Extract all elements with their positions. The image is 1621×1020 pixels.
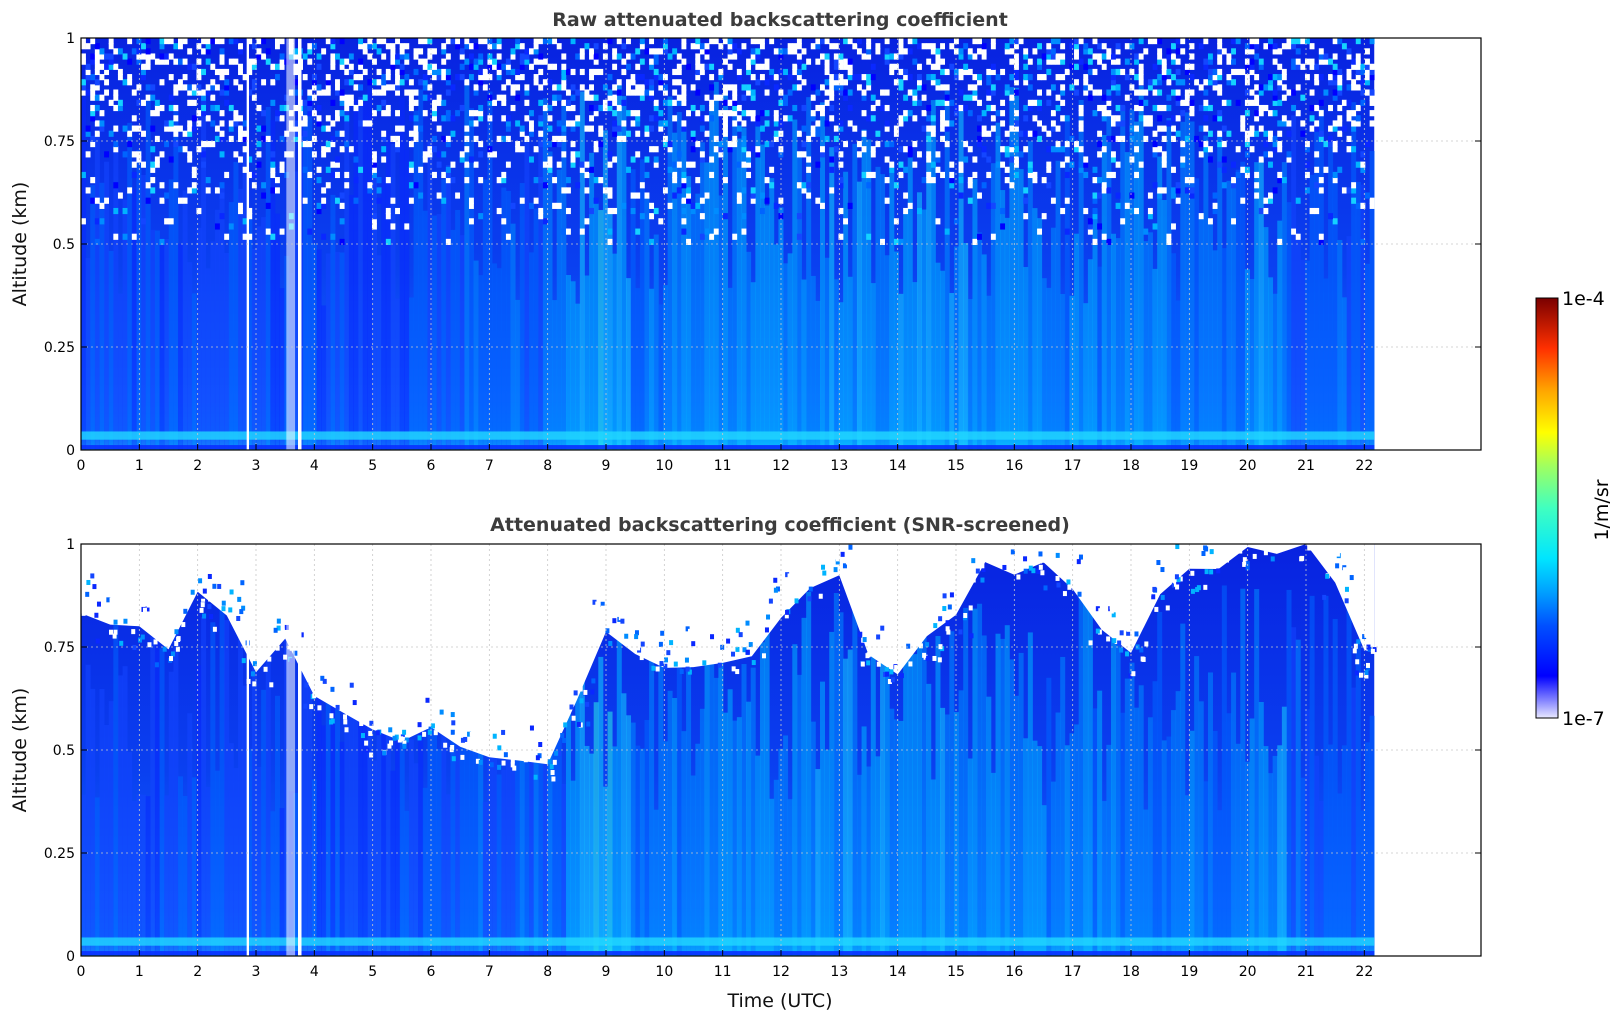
- x-tick-label: 22: [1355, 458, 1373, 474]
- x-tick-label: 17: [1064, 458, 1082, 474]
- x-tick-label: 14: [889, 458, 907, 474]
- panel-screened-x-ticks: 0 1 2 3 4 5 6 7 8 9 10 11 12 13 14 15 16 17 18 19 20 21 22: [77, 950, 1373, 980]
- x-tick-label: 9: [602, 964, 611, 980]
- y-tick-label: 0.75: [44, 134, 75, 150]
- x-tick-label: 10: [655, 458, 673, 474]
- x-tick-label: 7: [485, 964, 494, 980]
- x-axis-title: Time (UTC): [726, 990, 832, 1012]
- x-tick-label: 1: [135, 458, 144, 474]
- x-tick-label: 18: [1122, 458, 1140, 474]
- x-tick-label: 22: [1355, 964, 1373, 980]
- x-tick-label: 12: [772, 964, 790, 980]
- x-tick-label: 13: [830, 964, 848, 980]
- x-tick-label: 19: [1180, 964, 1198, 980]
- x-tick-label: 17: [1064, 964, 1082, 980]
- panel-raw-y-axis-title: Altitude (km): [9, 182, 31, 307]
- x-tick-label: 0: [77, 458, 86, 474]
- x-tick-label: 4: [310, 964, 319, 980]
- x-tick-label: 10: [655, 964, 673, 980]
- x-tick-label: 8: [543, 458, 552, 474]
- panel-screened-title: Attenuated backscattering coefficient (S…: [490, 514, 1070, 536]
- x-tick-label: 19: [1180, 458, 1198, 474]
- y-tick-label: 0.25: [44, 846, 75, 862]
- panel-screened-plot-area: [81, 544, 1377, 956]
- x-tick-label: 3: [252, 458, 261, 474]
- panel-raw: Raw attenuated backscattering coefficien…: [9, 9, 1482, 474]
- x-tick-label: 4: [310, 458, 319, 474]
- x-tick-label: 21: [1297, 458, 1315, 474]
- y-tick-label: 0.5: [53, 237, 75, 253]
- x-tick-label: 6: [427, 458, 436, 474]
- x-tick-label: 11: [714, 964, 732, 980]
- x-tick-label: 20: [1239, 458, 1257, 474]
- x-tick-label: 15: [947, 964, 965, 980]
- x-tick-label: 14: [889, 964, 907, 980]
- panel-screened-y-axis-title: Altitude (km): [9, 688, 31, 813]
- colorbar: 1e-4 1e-7 1/m/sr: [1535, 288, 1613, 730]
- colorbar-min-label: 1e-7: [1562, 708, 1605, 730]
- x-tick-label: 18: [1122, 964, 1140, 980]
- y-tick-label: 1: [66, 537, 75, 553]
- x-tick-label: 11: [714, 458, 732, 474]
- x-tick-label: 0: [77, 964, 86, 980]
- x-tick-label: 7: [485, 458, 494, 474]
- x-tick-label: 16: [1005, 458, 1023, 474]
- x-tick-label: 2: [193, 458, 202, 474]
- colorbar-gradient: [1535, 297, 1559, 719]
- x-tick-label: 1: [135, 964, 144, 980]
- x-tick-label: 12: [772, 458, 790, 474]
- x-tick-label: 5: [368, 964, 377, 980]
- colorbar-unit-label: 1/m/sr: [1591, 479, 1613, 540]
- x-tick-label: 8: [543, 964, 552, 980]
- panel-raw-y-ticks: 0 0.25 0.5 0.75 1: [44, 31, 1481, 459]
- x-tick-label: 21: [1297, 964, 1315, 980]
- x-tick-label: 20: [1239, 964, 1257, 980]
- panel-raw-x-ticks: 0 1 2 3 4 5 6 7 8 9 10 11 12 13 14 15 16 17 18 19 20 21 22: [77, 444, 1373, 474]
- x-tick-label: 13: [830, 458, 848, 474]
- panel-raw-plot-area: [81, 38, 1375, 451]
- panel-screened-y-ticks: 0 0.25 0.5 0.75 1: [44, 537, 1481, 965]
- x-tick-label: 5: [368, 458, 377, 474]
- x-tick-label: 3: [252, 964, 261, 980]
- y-tick-label: 0.75: [44, 640, 75, 656]
- y-tick-label: 0: [66, 949, 75, 965]
- x-tick-label: 15: [947, 458, 965, 474]
- x-tick-label: 9: [602, 458, 611, 474]
- y-tick-label: 0.5: [53, 743, 75, 759]
- x-tick-label: 16: [1005, 964, 1023, 980]
- colorbar-max-label: 1e-4: [1562, 288, 1605, 310]
- y-tick-label: 0.25: [44, 340, 75, 356]
- panel-screened: Attenuated backscattering coefficient (S…: [9, 514, 1482, 1012]
- y-tick-label: 1: [66, 31, 75, 47]
- x-tick-label: 2: [193, 964, 202, 980]
- x-tick-label: 6: [427, 964, 436, 980]
- y-tick-label: 0: [66, 443, 75, 459]
- panel-raw-title: Raw attenuated backscattering coefficien…: [552, 9, 1008, 31]
